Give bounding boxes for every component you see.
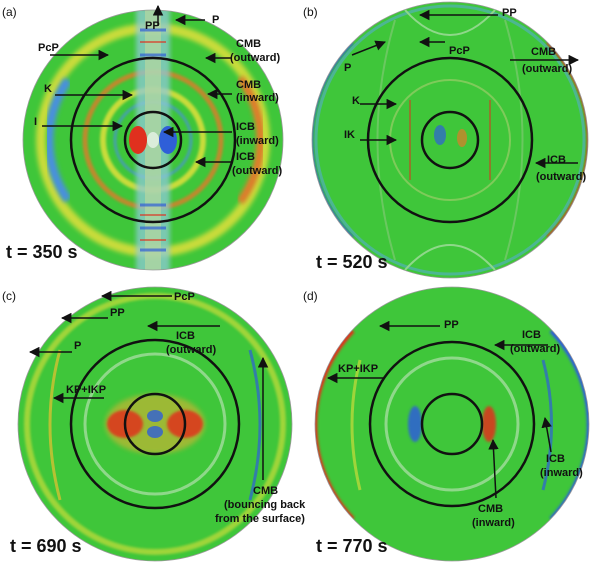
panel-d-cmb-in-label: CMB <box>478 503 503 515</box>
panel-d-icb-out-label: ICB <box>522 329 541 341</box>
panel-a-icb-in-sub: (inward) <box>236 135 279 147</box>
panel-b-pp-label: PP <box>502 7 517 19</box>
panel-a-field <box>23 10 283 270</box>
panel-d-icb-in-label: ICB <box>546 453 565 465</box>
panel-a-k-label: K <box>44 83 52 95</box>
panel-d-icb-in-sub: (inward) <box>540 467 583 479</box>
panel-a-time: t = 350 s <box>6 242 78 262</box>
panel-c-p-label: P <box>74 340 81 352</box>
panel-c-icb-out-sub: (outward) <box>166 344 216 356</box>
panel-c: (c) t = 690 s PcP PP ICB (outward) P KP+… <box>2 286 306 562</box>
panel-a: (a) t = 350 s PP P PcP CMB (outward) K C… <box>2 4 284 271</box>
panel-b-label: (b) <box>303 5 318 19</box>
panel-b: (b) t = 520 s PP PcP P CMB (outward) K I… <box>303 1 589 279</box>
panel-c-cmb-circle <box>69 338 241 510</box>
panel-d-kp-ikp-label: KP+IKP <box>338 363 378 375</box>
panel-b-cmb-out-label: CMB <box>531 46 556 58</box>
panel-c-cmb-label: CMB <box>253 485 278 497</box>
panel-c-pcp-label: PcP <box>174 291 195 303</box>
panel-a-i-label: I <box>34 116 37 128</box>
panel-a-pcp-label: PcP <box>38 42 59 54</box>
panel-b-icb-out-label: ICB <box>547 154 566 166</box>
panel-d-time: t = 770 s <box>316 536 388 556</box>
panel-a-label: (a) <box>2 5 17 19</box>
panel-d-pp-label: PP <box>444 319 459 331</box>
panel-b-cmb-out-sub: (outward) <box>522 63 572 75</box>
panel-b-pcp-label: PcP <box>449 45 470 57</box>
panel-a-pp-label: PP <box>145 20 160 32</box>
panel-c-kp-ikp-label: KP+IKP <box>66 384 106 396</box>
panel-d-icb-out-sub: (outward) <box>510 343 560 355</box>
panel-b-p-label: P <box>344 62 351 74</box>
panel-c-icb-circle <box>123 392 187 456</box>
panel-b-time: t = 520 s <box>316 252 388 272</box>
panel-a-icb-out-label: ICB <box>236 151 255 163</box>
panel-b-ik-label: IK <box>344 129 355 141</box>
panel-a-p-label: P <box>212 14 219 26</box>
panel-d: (d) t = 770 s PP ICB (outward) KP+IKP IC… <box>303 286 590 562</box>
panel-a-cmb-out-sub: (outward) <box>230 52 280 64</box>
panel-a-cmb-in-sub: (inward) <box>236 92 279 104</box>
panel-d-cmb-in-sub: (inward) <box>472 517 515 529</box>
panel-d-cmb-circle <box>368 340 536 508</box>
panel-c-label: (c) <box>2 289 16 303</box>
panel-c-cmb-sub-2: from the surface) <box>215 513 305 525</box>
panel-b-k-label: K <box>352 95 360 107</box>
panel-a-icb-in-label: ICB <box>236 121 255 133</box>
panel-c-cmb-sub-1: (bouncing back <box>224 499 306 511</box>
panel-c-time: t = 690 s <box>10 536 82 556</box>
panel-b-icb-circle <box>420 110 480 170</box>
panel-d-icb-circle <box>420 392 484 456</box>
panel-a-icb-circle <box>123 110 183 170</box>
panel-c-pp-label: PP <box>110 307 125 319</box>
panel-a-cmb-in-label: CMB <box>236 79 261 91</box>
panel-a-icb-out-sub: (outward) <box>232 165 282 177</box>
panel-a-cmb-out-label: CMB <box>236 38 261 50</box>
panel-c-icb-out-label: ICB <box>176 330 195 342</box>
panel-d-label: (d) <box>303 289 318 303</box>
panel-a-cmb-circle <box>69 56 237 224</box>
panel-b-icb-out-sub: (outward) <box>536 171 586 183</box>
